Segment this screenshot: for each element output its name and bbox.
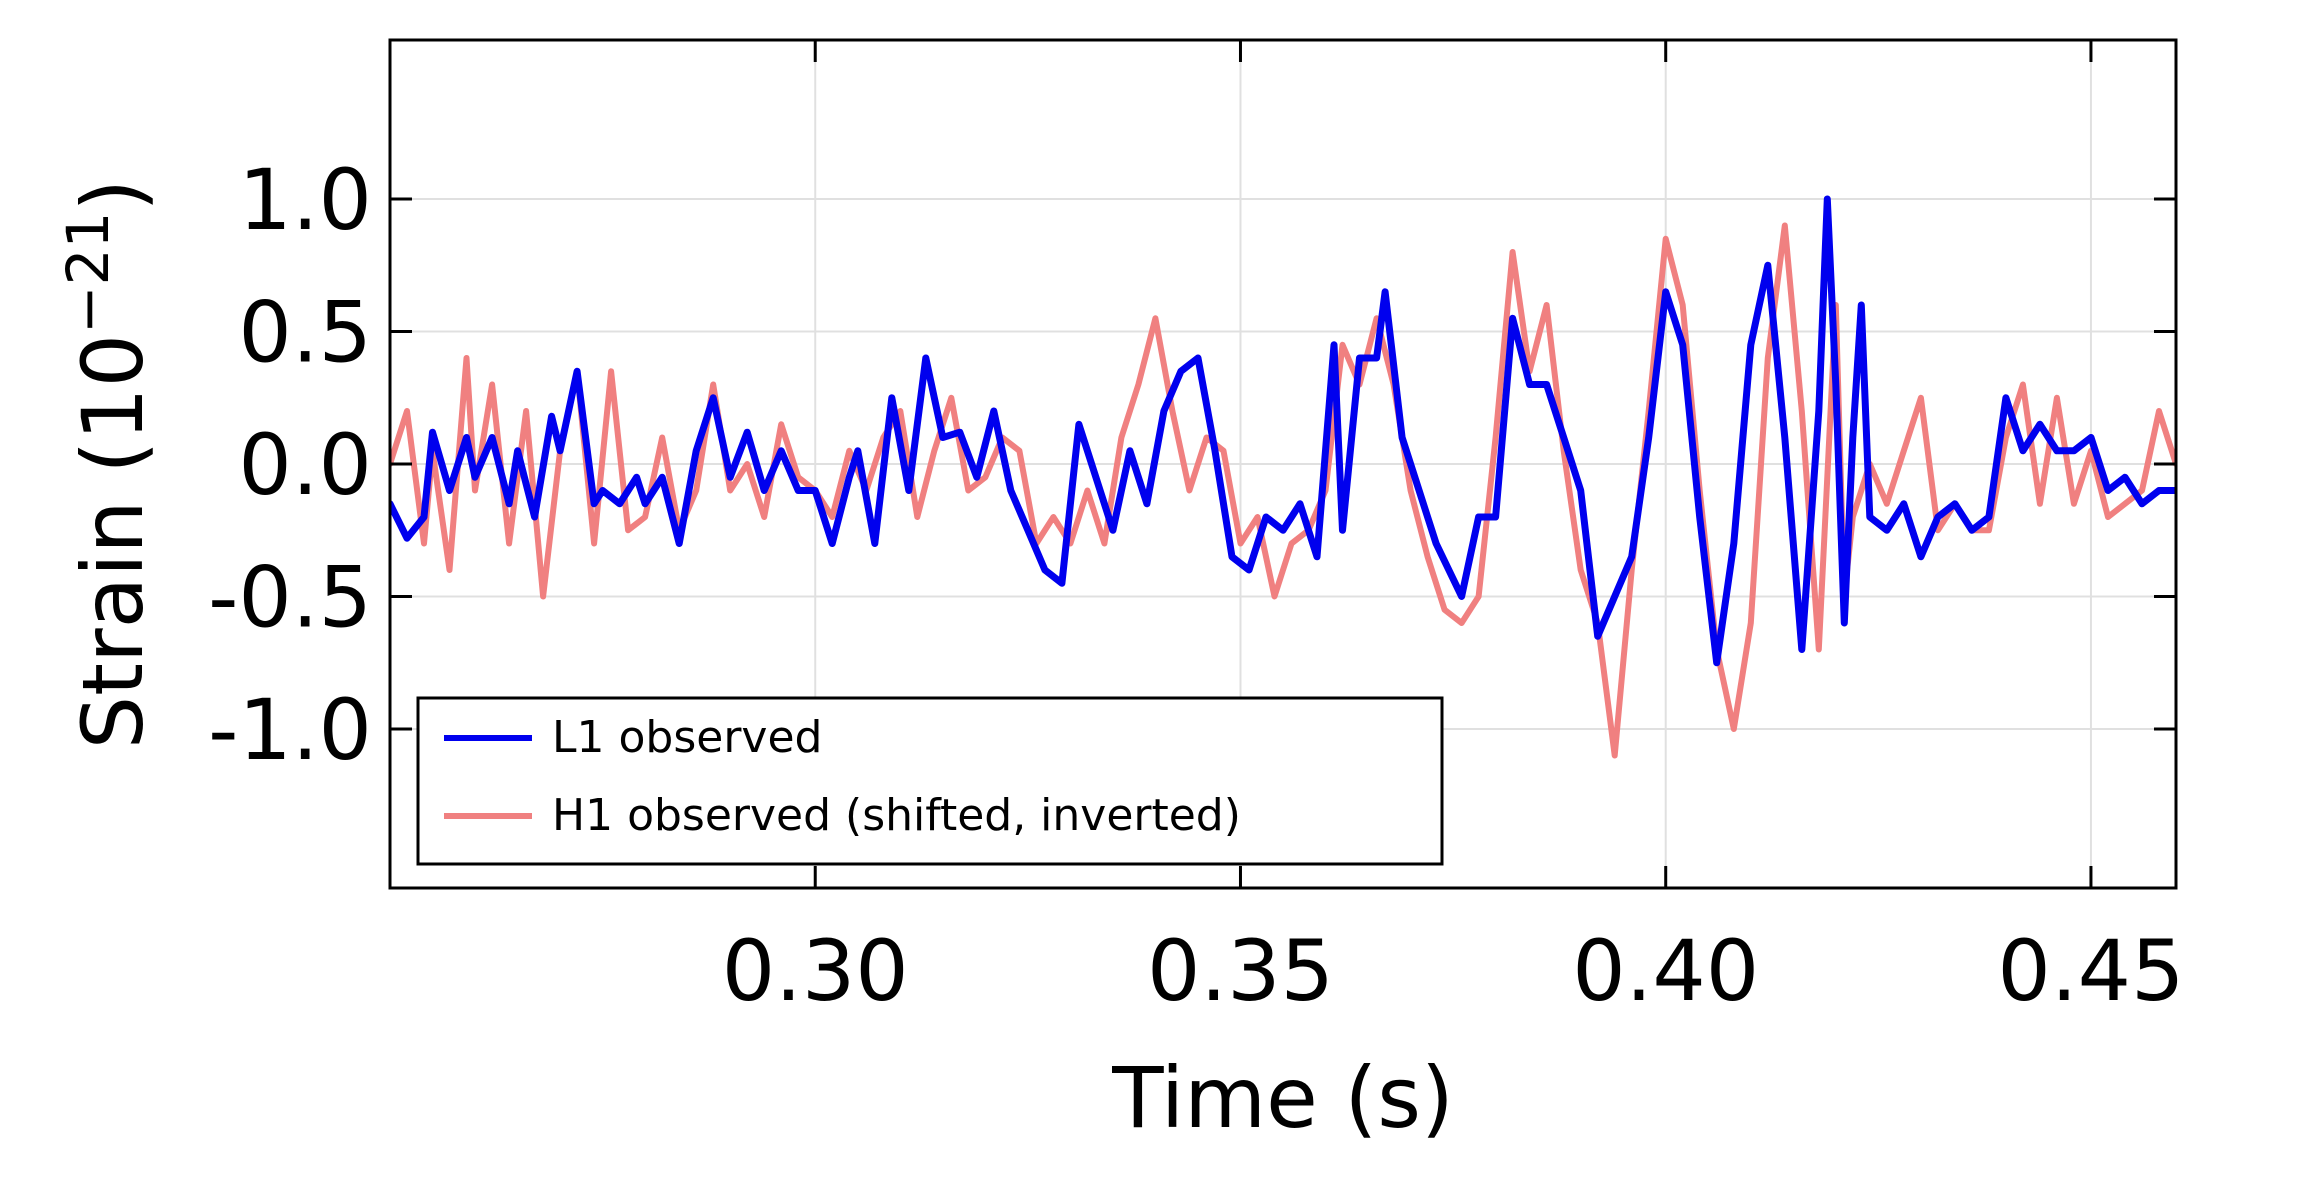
y-axis-label: Strain (10−21) xyxy=(54,179,162,749)
y-axis-label-main: Strain (10 xyxy=(64,334,162,749)
legend: L1 observed H1 observed (shifted, invert… xyxy=(416,696,1444,866)
x-tick-label: 0.30 xyxy=(722,922,909,1020)
y-tick-label: 0.0 xyxy=(238,416,372,514)
series-lines xyxy=(390,195,2176,759)
x-axis-label: Time (s) xyxy=(1111,1049,1454,1147)
y-tick-label: -0.5 xyxy=(208,549,372,647)
tick-labels: 0.30 0.35 0.40 0.45 1.0 0.5 0.0 -0.5 -1.0 xyxy=(208,151,2184,1020)
y-axis-label-close: ) xyxy=(64,179,162,212)
y-tick-label: 1.0 xyxy=(238,151,372,249)
y-axis-label-exponent: −21 xyxy=(54,212,122,334)
legend-label-h1: H1 observed (shifted, inverted) xyxy=(552,790,1241,841)
x-tick-label: 0.45 xyxy=(1997,922,2184,1020)
axis-ticks xyxy=(390,40,2176,888)
legend-box xyxy=(416,696,1444,866)
x-tick-label: 0.40 xyxy=(1572,922,1759,1020)
x-tick-label: 0.35 xyxy=(1147,922,1334,1020)
series-line-l1 xyxy=(390,195,2176,667)
series-line-h1 xyxy=(390,222,2176,759)
legend-label-l1: L1 observed xyxy=(552,712,822,763)
y-tick-label: -1.0 xyxy=(208,681,372,779)
y-tick-label: 0.5 xyxy=(238,284,372,382)
